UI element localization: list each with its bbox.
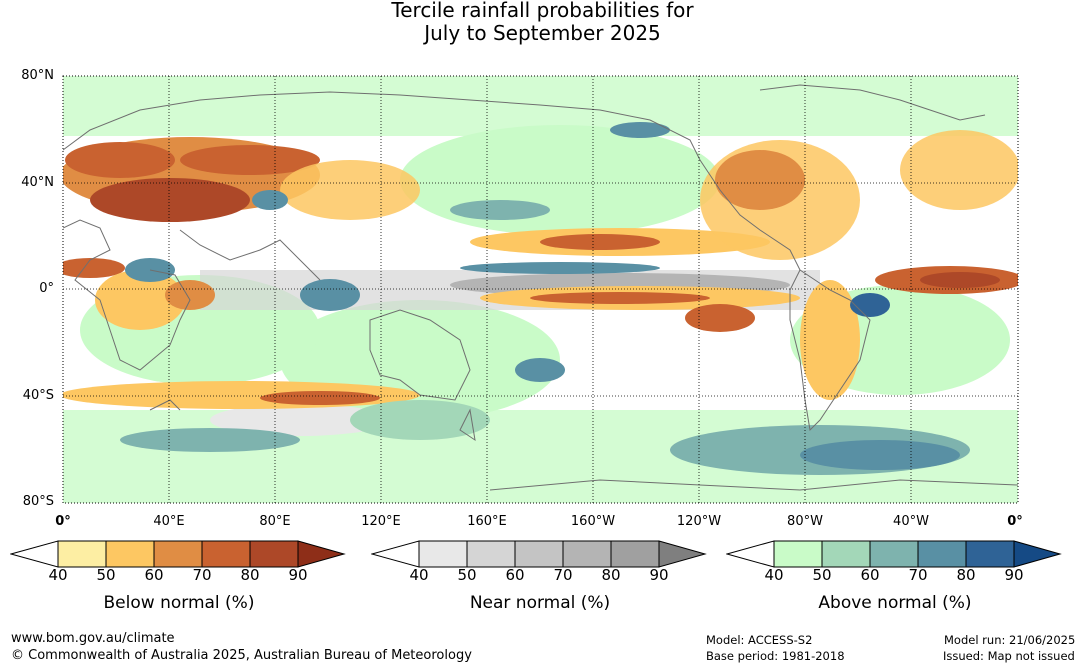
map-title-line1: Tercile rainfall probabilities for (391, 0, 694, 22)
colorbar-tick-label: 80 (240, 566, 260, 584)
colorbar-tick-label: 50 (96, 566, 116, 584)
colorbar-tick-label: 80 (956, 566, 976, 584)
colorbar-tick-label: 70 (908, 566, 928, 584)
colorbar-tick-label: 40 (764, 566, 784, 584)
footer-base-period: Base period: 1981-2018 (706, 649, 845, 663)
lon-label-160w: 160°W (570, 514, 616, 529)
colorbar-arrow-high (297, 540, 346, 568)
lat-label-80n: 80°N (21, 68, 54, 83)
colorbar-tick-label: 70 (192, 566, 212, 584)
legend-title-below-normal: Below normal (%) (103, 593, 255, 613)
colorbar-tick-label: 90 (288, 566, 308, 584)
colorbar-segment (201, 540, 251, 568)
colorbar-arrow-low (371, 540, 420, 568)
colorbar-arrow-low (726, 540, 775, 568)
lon-label-160e: 160°E (467, 514, 507, 529)
lon-label-80e: 80°E (259, 514, 291, 529)
coastlines (63, 84, 1018, 491)
colorbar-tick-label: 60 (144, 566, 164, 584)
lon-label-120e: 120°E (361, 514, 401, 529)
lon-label-0-east: 0° (1007, 514, 1023, 529)
colorbar-tick-label: 50 (457, 566, 477, 584)
colorbar-segment (466, 540, 516, 568)
colorbar-segment (869, 540, 919, 568)
colorbar-arrow-high (1013, 540, 1062, 568)
colorbar-tick-label: 90 (649, 566, 669, 584)
colorbar-near-normal (371, 540, 707, 568)
lon-label-0-west: 0° (55, 514, 71, 529)
colorbar-segment (821, 540, 871, 568)
legend-title-above-normal: Above normal (%) (818, 593, 972, 613)
lon-label-40w: 40°W (893, 514, 929, 529)
footer-issued: Issued: Map not issued (943, 649, 1075, 663)
colorbar-below-normal (10, 540, 346, 568)
colorbar-segment (249, 540, 299, 568)
colorbar-tick-label: 50 (812, 566, 832, 584)
colorbar-arrow-high (658, 540, 707, 568)
colorbar-above-normal (726, 540, 1062, 568)
footer-model-run: Model run: 21/06/2025 (944, 633, 1076, 647)
colorbar-tick-label: 60 (860, 566, 880, 584)
colorbar-tick-label: 40 (48, 566, 68, 584)
colorbar-segment (514, 540, 564, 568)
map-frame (62, 75, 1019, 504)
lat-label-40n: 40°N (21, 175, 54, 190)
graticule (63, 76, 1018, 503)
colorbar-segment (105, 540, 155, 568)
footer-model: Model: ACCESS-S2 (706, 633, 813, 647)
lat-label-0: 0° (39, 281, 54, 296)
lat-label-40s: 40°S (22, 388, 54, 403)
probability-shading (63, 76, 1018, 503)
footer-copyright: © Commonwealth of Australia 2025, Austra… (11, 648, 472, 663)
colorbar-segment (153, 540, 203, 568)
colorbar-arrow-low (10, 540, 59, 568)
colorbar-tick-label: 60 (505, 566, 525, 584)
footer-url: www.bom.gov.au/climate (11, 631, 175, 646)
colorbar-tick-label: 40 (409, 566, 429, 584)
colorbar-segment (773, 540, 823, 568)
lon-label-40e: 40°E (153, 514, 185, 529)
colorbar-tick-label: 80 (601, 566, 621, 584)
legend-title-near-normal: Near normal (%) (469, 593, 611, 613)
colorbar-segment (562, 540, 612, 568)
lon-label-120w: 120°W (676, 514, 722, 529)
map-title-line2: July to September 2025 (424, 21, 661, 45)
colorbar-segment (965, 540, 1015, 568)
colorbar-segment (57, 540, 107, 568)
colorbar-tick-label: 70 (553, 566, 573, 584)
colorbar-segment (917, 540, 967, 568)
colorbar-segment (418, 540, 468, 568)
lat-label-80s: 80°S (22, 494, 54, 509)
colorbar-segment (610, 540, 660, 568)
colorbar-tick-label: 90 (1004, 566, 1024, 584)
lon-label-80w: 80°W (787, 514, 823, 529)
